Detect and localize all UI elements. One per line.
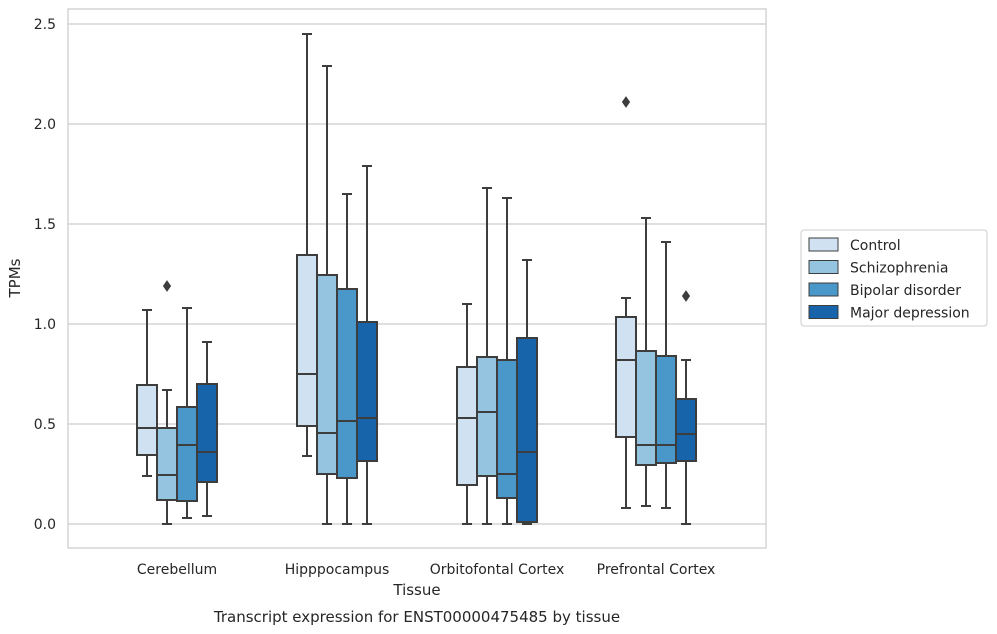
y-tick-label: 2.0 bbox=[34, 117, 56, 133]
x-tick-label: Orbitofontal Cortex bbox=[430, 562, 565, 578]
box-iqr bbox=[675, 398, 697, 462]
plot-frame bbox=[67, 8, 767, 549]
box-iqr bbox=[296, 254, 318, 427]
y-tick-label: 0.5 bbox=[34, 417, 56, 433]
box-iqr bbox=[136, 384, 158, 456]
legend-swatch bbox=[808, 305, 839, 319]
outlier-marker bbox=[621, 96, 631, 108]
legend-swatch bbox=[808, 260, 839, 274]
box-iqr bbox=[615, 316, 637, 438]
legend-label: Schizophrenia bbox=[850, 261, 948, 277]
outlier-marker bbox=[681, 290, 691, 302]
box-schizophrenia bbox=[316, 65, 338, 525]
box-bipolar-disorder bbox=[336, 193, 358, 525]
x-tick-label: Cerebellum bbox=[137, 562, 217, 578]
legend-swatch bbox=[808, 237, 839, 252]
box-major-depression bbox=[356, 165, 378, 525]
legend-frame bbox=[800, 229, 988, 327]
y-tick-labels: 0.0 0.5 1.0 1.5 2.0 2.5 bbox=[34, 17, 56, 533]
box-iqr bbox=[196, 383, 218, 483]
outlier-marker bbox=[162, 280, 172, 292]
box-major-depression bbox=[196, 341, 218, 517]
legend-label: Bipolar disorder bbox=[850, 283, 961, 299]
box-bipolar-disorder bbox=[176, 307, 198, 519]
y-axis-label: TPMs bbox=[6, 258, 24, 298]
box-iqr bbox=[176, 406, 198, 502]
box-iqr bbox=[655, 355, 677, 464]
box-series bbox=[136, 33, 697, 525]
y-tick-label: 2.5 bbox=[34, 17, 56, 33]
box-schizophrenia bbox=[635, 217, 657, 507]
box-major-depression bbox=[675, 290, 697, 525]
box-iqr bbox=[336, 288, 358, 479]
legend-label: Control bbox=[850, 238, 901, 254]
legend: Control Schizophrenia Bipolar disorder Majo… bbox=[800, 229, 988, 327]
box-control bbox=[615, 96, 637, 509]
box-iqr bbox=[316, 274, 338, 475]
legend-swatch bbox=[808, 282, 839, 297]
box-iqr bbox=[156, 427, 178, 501]
box-iqr bbox=[456, 366, 478, 486]
x-axis-label: Tissue bbox=[392, 581, 440, 599]
box-bipolar-disorder bbox=[496, 197, 518, 525]
box-schizophrenia bbox=[476, 187, 498, 525]
y-tick-label: 1.5 bbox=[34, 217, 56, 233]
box-control bbox=[136, 309, 158, 477]
box-control bbox=[456, 303, 478, 525]
box-iqr bbox=[476, 356, 498, 477]
y-tick-label: 0.0 bbox=[34, 517, 56, 533]
box-control bbox=[296, 33, 318, 457]
box-iqr bbox=[356, 321, 378, 462]
y-tick-label: 1.0 bbox=[34, 317, 56, 333]
legend-label: Major depression bbox=[850, 306, 970, 322]
box-major-depression bbox=[516, 259, 538, 525]
box-iqr bbox=[496, 359, 518, 499]
figure-caption: Transcript expression for ENST0000047548… bbox=[213, 608, 620, 626]
box-iqr bbox=[516, 337, 538, 523]
box-iqr bbox=[635, 350, 657, 466]
x-tick-label: Hipppocampus bbox=[285, 562, 390, 578]
x-tick-labels: Cerebellum Hipppocampus Orbitofontal Corte… bbox=[137, 562, 715, 578]
box-schizophrenia bbox=[156, 280, 178, 525]
box-bipolar-disorder bbox=[655, 241, 677, 509]
x-tick-label: Prefrontal Cortex bbox=[597, 562, 716, 578]
